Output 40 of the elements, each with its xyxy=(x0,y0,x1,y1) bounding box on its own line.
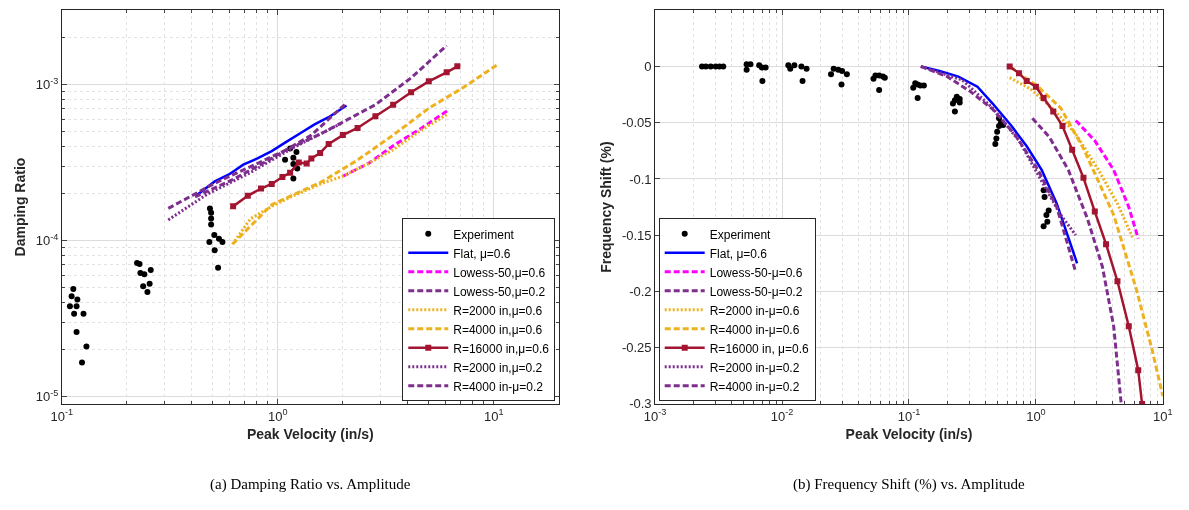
legend-label: R=4000 in-μ=0.2 xyxy=(709,379,800,394)
legend-label: Lowess-50-μ=0.6 xyxy=(709,265,803,280)
legend-label: R=2000 in,μ=0.6 xyxy=(453,303,543,318)
legend-label: R=16000 in,μ=0.6 xyxy=(453,341,550,356)
x-axis-title: Peak Velocity (in/s) xyxy=(845,425,973,442)
x-tick-label: 10$^{-2}$ xyxy=(770,407,794,424)
legend-label: R=2000 in,μ=0.2 xyxy=(453,360,543,375)
y-axis-title: Frequency Shift (%) xyxy=(598,141,615,273)
x-tick-label: 10$^{-1}$ xyxy=(897,407,921,424)
legend-label: R=4000 in-μ=0.6 xyxy=(709,322,800,337)
legend-label: Experiment xyxy=(453,227,515,242)
y-tick-label: -0.15 xyxy=(621,227,652,243)
legend-label: Flat, μ=0.6 xyxy=(709,246,768,261)
y-tick-label: -0.25 xyxy=(621,340,652,356)
legend-label: R=16000 in, μ=0.6 xyxy=(709,341,810,356)
y-tick-label: 10$^{-4}$ xyxy=(35,231,59,249)
x-tick-label: 10$^{1}$ xyxy=(1153,407,1173,424)
legend-label: R=4000 in,μ=0.6 xyxy=(453,322,543,337)
y-tick-label: 0 xyxy=(644,59,652,74)
y-tick-label: -0.2 xyxy=(629,283,652,299)
legend-label: Experiment xyxy=(709,227,772,242)
legend-label: Flat, μ=0.6 xyxy=(453,246,511,261)
x-axis-title: Peak Velocity (in/s) xyxy=(246,425,374,442)
x-tick-label: 10$^{1}$ xyxy=(484,407,504,424)
legend-label: R=2000 in-μ=0.2 xyxy=(709,360,800,375)
text: (a) Damping Ratio vs. Amplitude xyxy=(210,476,411,493)
y-axis-title: Damping Ratio xyxy=(12,157,29,257)
x-tick-label: 10$^{0}$ xyxy=(1026,407,1046,424)
y-tick-label: 10$^{-5}$ xyxy=(35,387,59,405)
legend-label: R=4000 in-μ=0.2 xyxy=(453,379,544,394)
y-tick-label: -0.1 xyxy=(629,171,652,187)
legend-label: Lowess-50,μ=0.6 xyxy=(453,265,546,280)
y-tick-label: 10$^{-3}$ xyxy=(35,75,59,93)
text: (b) Frequency Shift (%) vs. Amplitude xyxy=(793,476,1025,493)
legend-label: R=2000 in-μ=0.6 xyxy=(709,303,800,318)
x-tick-label: 10$^{-1}$ xyxy=(50,407,74,424)
x-tick-label: 10$^{0}$ xyxy=(268,407,288,424)
y-tick-label: -0.05 xyxy=(621,115,652,131)
legend-label: Lowess-50,μ=0.2 xyxy=(453,284,546,299)
legend-label: Lowess-50-μ=0.2 xyxy=(709,284,803,299)
